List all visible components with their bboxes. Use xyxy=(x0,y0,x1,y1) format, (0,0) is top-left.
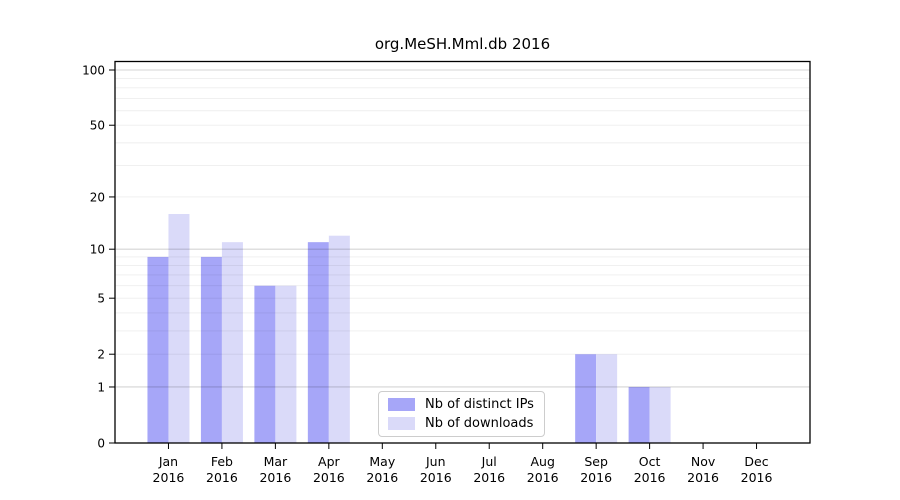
x-tick-label-month: Aug xyxy=(530,454,554,469)
x-tick-label-month: Feb xyxy=(211,454,233,469)
x-tick-label-year: 2016 xyxy=(420,470,452,485)
plot-border xyxy=(114,60,811,444)
legend-label-downloads: Nb of downloads xyxy=(425,416,534,431)
x-tick-label-month: Nov xyxy=(691,454,716,469)
bar-downloads-apr xyxy=(328,235,350,443)
bar-downloads-feb xyxy=(221,242,243,443)
x-tick-label-month: Jun xyxy=(425,454,446,469)
x-tick-label-month: Oct xyxy=(639,454,661,469)
bar-downloads-mar xyxy=(275,285,297,443)
bar-downloads-sep xyxy=(596,354,618,443)
x-tick-label-year: 2016 xyxy=(313,470,345,485)
legend-swatch-downloads-icon xyxy=(388,417,415,430)
x-tick-label-month: Dec xyxy=(744,454,768,469)
x-tick-label-month: Apr xyxy=(318,454,340,469)
y-tick-label: 10 xyxy=(90,243,105,257)
bar-ips-feb xyxy=(200,256,222,443)
y-tick-label: 5 xyxy=(97,292,105,306)
bar-ips-sep xyxy=(575,354,597,443)
bar-ips-apr xyxy=(307,242,329,443)
chart-title: org.MeSH.Mml.db 2016 xyxy=(374,35,551,53)
x-tick-label-year: 2016 xyxy=(473,470,505,485)
bar-downloads-jan xyxy=(168,214,190,443)
y-tick-label: 0 xyxy=(97,437,105,451)
bar-ips-mar xyxy=(254,285,276,443)
x-tick-label-year: 2016 xyxy=(741,470,773,485)
bar-ips-oct xyxy=(628,386,650,443)
legend-item-downloads: Nb of downloads xyxy=(388,417,534,430)
x-tick-label-year: 2016 xyxy=(687,470,719,485)
x-tick-label-month: Mar xyxy=(264,454,288,469)
legend: Nb of distinct IPs Nb of downloads xyxy=(378,391,545,437)
x-tick-label-month: Sep xyxy=(584,454,608,469)
x-tick-label-year: 2016 xyxy=(153,470,185,485)
x-tick-label-month: Jul xyxy=(481,454,497,469)
y-tick-label: 1 xyxy=(97,380,105,394)
x-tick-label-year: 2016 xyxy=(206,470,238,485)
bar-downloads-oct xyxy=(649,386,671,443)
y-tick-label: 100 xyxy=(82,64,105,78)
legend-swatch-ips-icon xyxy=(388,398,415,411)
legend-label-distinct-ips: Nb of distinct IPs xyxy=(425,397,534,412)
x-tick-label-year: 2016 xyxy=(259,470,291,485)
y-tick-label: 20 xyxy=(90,190,105,204)
x-tick-label-month: Jan xyxy=(158,454,178,469)
x-tick-label-year: 2016 xyxy=(366,470,398,485)
y-tick-label: 2 xyxy=(97,348,105,362)
legend-item-distinct-ips: Nb of distinct IPs xyxy=(388,398,534,411)
x-tick-label-year: 2016 xyxy=(527,470,559,485)
x-tick-label-year: 2016 xyxy=(634,470,666,485)
bar-ips-jan xyxy=(147,256,169,443)
x-tick-label-month: May xyxy=(369,454,395,469)
x-tick-label-year: 2016 xyxy=(580,470,612,485)
y-tick-label: 50 xyxy=(90,119,105,133)
